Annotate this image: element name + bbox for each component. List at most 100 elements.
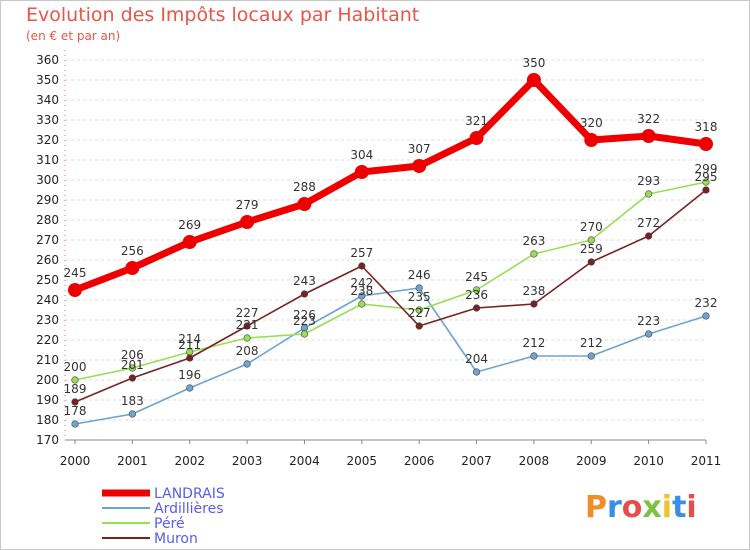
data-point xyxy=(128,374,136,382)
data-point xyxy=(128,364,136,372)
data-label: 295 xyxy=(695,170,718,184)
data-point xyxy=(526,73,541,87)
data-label: 200 xyxy=(64,360,87,374)
data-label: 183 xyxy=(121,394,144,408)
data-point xyxy=(71,376,79,384)
data-point xyxy=(587,352,595,360)
data-point xyxy=(702,312,710,320)
y-tick-label: 180 xyxy=(36,413,59,427)
data-point xyxy=(415,284,423,292)
x-tick-label: 2002 xyxy=(174,454,205,468)
data-point xyxy=(412,159,427,173)
y-tick-label: 220 xyxy=(36,333,59,347)
x-tick-label: 2011 xyxy=(691,454,722,468)
data-label: 307 xyxy=(408,142,431,156)
data-label: 223 xyxy=(637,314,660,328)
legend-entry: Muron xyxy=(154,531,198,547)
y-tick-label: 320 xyxy=(36,133,59,147)
data-label: 227 xyxy=(408,306,431,320)
data-label: 263 xyxy=(522,234,545,248)
data-point xyxy=(587,258,595,266)
data-label: 246 xyxy=(408,268,431,282)
data-point xyxy=(354,165,369,179)
y-tick-label: 340 xyxy=(36,93,59,107)
data-point xyxy=(530,300,538,308)
data-point xyxy=(297,197,312,211)
data-label: 214 xyxy=(178,332,201,346)
data-point xyxy=(584,133,599,147)
data-point xyxy=(530,352,538,360)
data-point xyxy=(128,410,136,418)
x-tick-labels: 2000 2001 2002 2003 2004 2005 2006 2007 2008 2009… xyxy=(60,454,722,468)
data-label: 238 xyxy=(522,284,545,298)
data-point xyxy=(469,131,484,145)
data-label: 243 xyxy=(293,274,316,288)
y-tick-label: 290 xyxy=(36,193,59,207)
data-label: 206 xyxy=(121,348,144,362)
chart-title: Evolution des Impôts locaux par Habitant xyxy=(26,4,420,26)
data-point xyxy=(641,129,656,143)
y-tick-label: 360 xyxy=(36,53,59,67)
data-point xyxy=(186,384,194,392)
data-point xyxy=(300,290,309,298)
data-label: 221 xyxy=(236,318,259,332)
y-tick-label: 280 xyxy=(36,213,59,227)
data-label: 293 xyxy=(637,174,660,188)
data-point xyxy=(415,306,423,314)
data-point xyxy=(240,215,255,229)
data-label: 232 xyxy=(695,296,718,310)
x-tick-label: 2005 xyxy=(347,454,378,468)
data-point xyxy=(472,368,481,376)
x-tick-label: 2006 xyxy=(404,454,435,468)
x-tick-label: 2008 xyxy=(519,454,550,468)
x-tick-label: 2004 xyxy=(289,454,320,468)
data-label: 257 xyxy=(350,246,373,260)
data-label: 226 xyxy=(293,308,316,322)
series-lines xyxy=(68,73,713,428)
chart-subtitle: (en € et par an) xyxy=(26,29,121,43)
data-point xyxy=(186,354,194,362)
data-point xyxy=(71,420,79,428)
data-label: 256 xyxy=(121,244,144,258)
series-line xyxy=(74,181,707,381)
data-label: 189 xyxy=(64,382,87,396)
data-label: 227 xyxy=(236,306,259,320)
y-tick-label: 330 xyxy=(36,113,59,127)
y-tick-label: 200 xyxy=(36,373,59,387)
data-label: 211 xyxy=(178,338,201,352)
series-line xyxy=(73,76,707,294)
y-tick-label: 190 xyxy=(36,393,59,407)
data-label: 236 xyxy=(465,288,488,302)
data-point xyxy=(358,292,366,300)
x-tick-label: 2003 xyxy=(232,454,263,468)
data-point xyxy=(358,262,366,270)
data-label: 288 xyxy=(293,180,316,194)
proxiti-logo: Proxiti xyxy=(585,490,697,525)
y-tick-label: 210 xyxy=(36,353,59,367)
data-point xyxy=(243,322,251,330)
data-label: 196 xyxy=(178,368,201,382)
data-label: 322 xyxy=(637,112,660,126)
data-label: 245 xyxy=(64,266,87,280)
y-tick-label: 300 xyxy=(36,173,59,187)
data-label: 212 xyxy=(522,336,545,350)
x-tick-label: 2010 xyxy=(633,454,664,468)
legend-entry: Ardillières xyxy=(154,501,224,517)
data-label: 269 xyxy=(178,218,201,232)
y-tick-label: 350 xyxy=(36,73,59,87)
y-tick-label: 230 xyxy=(36,313,59,327)
data-point xyxy=(587,236,595,244)
y-tick-label: 250 xyxy=(36,273,59,287)
data-label: 238 xyxy=(350,284,373,298)
data-point xyxy=(358,300,366,308)
data-point xyxy=(645,232,653,240)
data-point xyxy=(182,235,197,249)
data-label: 321 xyxy=(465,114,488,128)
data-label: 259 xyxy=(580,242,603,256)
axes xyxy=(64,50,707,444)
y-tick-label: 260 xyxy=(36,253,59,267)
data-label: 279 xyxy=(236,198,259,212)
data-label: 304 xyxy=(350,148,373,162)
